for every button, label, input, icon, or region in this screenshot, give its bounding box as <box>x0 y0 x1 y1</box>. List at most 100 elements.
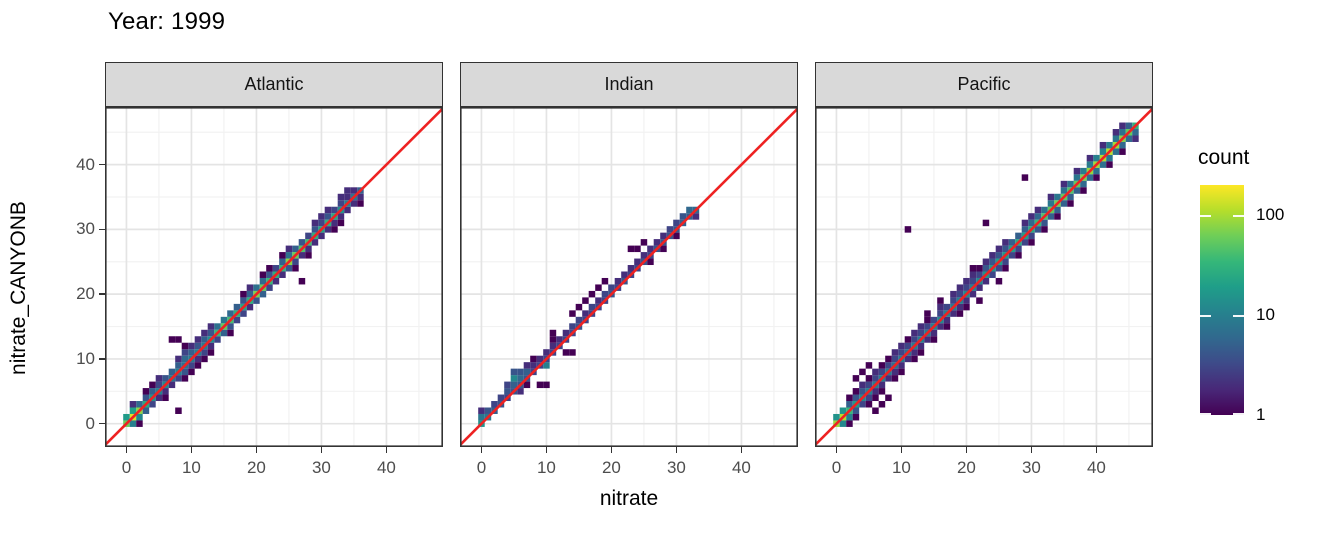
bin-cell <box>1073 187 1081 194</box>
bin-cell <box>142 394 150 402</box>
bin-cell <box>937 303 944 311</box>
x-tick-mark <box>190 447 193 453</box>
bin-cell <box>995 252 1003 259</box>
bin-cell <box>982 219 990 227</box>
bin-cell <box>181 349 189 356</box>
bin-cell <box>181 342 189 350</box>
bin-cell <box>976 271 983 278</box>
bin-cell <box>298 252 306 259</box>
bin-cell <box>569 323 576 330</box>
bin-cell <box>292 245 299 253</box>
bin-cell <box>647 245 654 253</box>
bin-cell <box>924 336 931 343</box>
legend-title: count <box>1198 146 1250 169</box>
bin-cell <box>129 420 137 427</box>
x-tick-mark <box>545 447 548 453</box>
bin-cell <box>878 368 886 376</box>
bin-cell <box>523 381 531 389</box>
bin-cell <box>634 245 641 253</box>
bin-cell <box>543 381 550 389</box>
x-tick-label: 20 <box>246 458 266 477</box>
bin-cell <box>1106 161 1113 168</box>
bin-cell <box>194 362 202 369</box>
bin-cell <box>911 355 918 363</box>
bin-cell <box>175 336 182 343</box>
bin-cell <box>963 284 970 291</box>
bin-cell <box>523 368 531 376</box>
x-tick-mark <box>255 447 258 453</box>
bin-cell <box>1054 193 1061 201</box>
bin-cell <box>504 381 511 389</box>
facet-strip-pacific: Pacific <box>815 62 1153 107</box>
y-tick-mark <box>99 422 105 425</box>
facet-strip-label: Indian <box>604 74 654 94</box>
bin-cell <box>865 401 873 408</box>
bin-cell <box>246 290 254 298</box>
bin-cell <box>1008 252 1016 259</box>
bin-cell <box>969 277 977 285</box>
bin-cell <box>266 265 273 272</box>
bin-cell <box>924 316 931 324</box>
bin-cell <box>1112 129 1120 136</box>
bin-cell <box>1086 154 1094 162</box>
x-tick-label: 10 <box>181 458 201 477</box>
bin-cell <box>1021 226 1029 233</box>
bin-cell <box>188 368 195 376</box>
bin-cell <box>937 323 944 330</box>
bin-cell <box>1086 174 1094 181</box>
bin-cell <box>1047 200 1055 207</box>
bin-cell <box>149 388 156 395</box>
bin-cell <box>653 239 661 246</box>
bin-cell <box>989 271 996 278</box>
bin-cell <box>175 362 182 369</box>
bin-cell <box>344 206 351 214</box>
colorbar-tick-label: 100 <box>1256 205 1285 225</box>
bin-cell <box>891 349 899 356</box>
bin-cell <box>852 407 860 414</box>
bin-cell <box>859 401 866 408</box>
bin-cell <box>1015 252 1022 259</box>
bin-cell <box>898 362 905 369</box>
y-tick-mark <box>99 163 105 166</box>
bin-cell <box>601 277 609 285</box>
bin-cell <box>318 232 325 240</box>
bin-cell <box>1034 226 1042 233</box>
bin-cell <box>311 226 319 233</box>
bin-cell <box>136 420 143 427</box>
bin-cell <box>543 349 550 356</box>
bin-cell <box>523 362 531 369</box>
y-tick-mark <box>99 358 105 360</box>
bin-cell <box>904 342 912 350</box>
bin-cell <box>357 193 364 201</box>
x-tick-mark <box>900 447 903 453</box>
bin-cell <box>1047 213 1055 220</box>
bin-cell <box>839 420 847 427</box>
bin-cell <box>904 336 912 343</box>
bin-cell <box>943 316 951 324</box>
bin-cell <box>123 413 130 421</box>
bin-cell <box>517 368 524 376</box>
bin-cell <box>292 258 299 266</box>
x-tick-label: 30 <box>311 458 331 477</box>
bin-cell <box>1119 129 1126 136</box>
bin-cell <box>1119 148 1126 155</box>
x-tick-mark <box>965 447 968 453</box>
x-tick-mark <box>835 447 838 453</box>
bin-cell <box>324 213 332 220</box>
bin-cell <box>517 388 524 395</box>
bin-cell <box>331 226 338 233</box>
bin-cell <box>911 336 918 343</box>
bin-cell <box>142 407 150 414</box>
bin-cell <box>1099 141 1107 149</box>
bin-cell <box>240 297 247 304</box>
bin-cell <box>872 394 879 402</box>
bin-cell <box>1080 180 1087 188</box>
x-tick-mark <box>610 447 613 453</box>
bin-cell <box>155 375 163 382</box>
bin-cell <box>1060 187 1068 194</box>
bin-cell <box>995 277 1003 285</box>
bin-cell <box>872 388 879 395</box>
bin-cell <box>686 206 693 214</box>
bin-cell <box>478 407 485 414</box>
bin-cell <box>904 355 912 363</box>
